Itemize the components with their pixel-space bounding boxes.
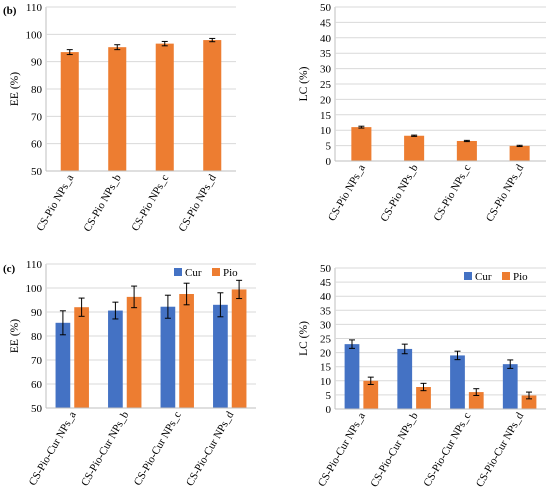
y-tick-label: 0 bbox=[326, 156, 332, 168]
chart-panel-2: 50 60 70 80 90 100 110 EE (%) (c) CS-Pio-Cur NPs_… bbox=[3, 259, 256, 488]
y-tick-label: 60 bbox=[31, 139, 43, 151]
bar-pio bbox=[416, 387, 431, 409]
y-tick-label: 10 bbox=[320, 376, 332, 388]
y-tick-label: 30 bbox=[320, 319, 332, 331]
x-tick-label: CS-Pio NPs_a bbox=[34, 172, 76, 233]
y-tick-label: 50 bbox=[320, 263, 332, 275]
bar-cur bbox=[450, 355, 465, 409]
bar-cur bbox=[344, 344, 360, 409]
x-tick-label: CS-Pio NPs_d bbox=[484, 162, 527, 224]
legend-swatch bbox=[212, 268, 220, 276]
bar-pio bbox=[74, 307, 89, 408]
y-tick-label: 20 bbox=[320, 94, 332, 106]
y-tick-label: 90 bbox=[31, 57, 43, 69]
y-tick-label: 80 bbox=[31, 84, 43, 96]
x-tick-label: CS-Pio NPs_c bbox=[431, 162, 473, 223]
bar-pio bbox=[468, 392, 484, 409]
y-tick-label: 100 bbox=[26, 29, 43, 41]
y-tick-label: 70 bbox=[31, 355, 43, 367]
y-axis-title: LC (%) bbox=[298, 66, 310, 101]
bar-cur bbox=[55, 322, 71, 408]
bar-cur bbox=[502, 364, 518, 409]
y-tick-label: 15 bbox=[320, 110, 332, 122]
y-tick-label: 50 bbox=[31, 166, 43, 178]
bar-value bbox=[155, 43, 174, 172]
y-axis-title: EE (%) bbox=[9, 72, 21, 106]
y-tick-label: 40 bbox=[320, 291, 332, 303]
x-tick-label: CS-Pio NPs_a bbox=[326, 162, 368, 223]
legend-swatch bbox=[502, 272, 510, 280]
bar-value bbox=[404, 135, 425, 161]
y-tick-label: 25 bbox=[320, 79, 332, 91]
bar-pio bbox=[126, 296, 142, 408]
y-tick-label: 40 bbox=[320, 33, 332, 45]
bar-value bbox=[203, 40, 222, 171]
y-axis-title: LC (%) bbox=[298, 321, 310, 356]
y-tick-label: 5 bbox=[326, 390, 332, 402]
x-tick-label: CS-Pio NPs_b bbox=[378, 162, 421, 224]
bar-pio bbox=[363, 380, 379, 409]
bar-value bbox=[60, 52, 79, 171]
y-tick-label: 35 bbox=[320, 48, 332, 60]
bar-value bbox=[509, 145, 530, 161]
y-tick-label: 60 bbox=[31, 379, 43, 391]
x-tick-label: CS-Pio-Cur NPs_c bbox=[132, 409, 184, 487]
y-tick-label: 30 bbox=[320, 64, 332, 76]
bar-cur bbox=[108, 310, 123, 408]
y-axis-title: EE (%) bbox=[9, 319, 21, 353]
bar-value bbox=[108, 47, 127, 171]
legend-label: Pio bbox=[223, 267, 238, 279]
chart-panel-3: 0 5 10 15 20 25 30 35 40 45 50 LC (%) CS-Pio-Cur NPs… bbox=[298, 263, 546, 489]
y-tick-label: 110 bbox=[26, 2, 43, 14]
y-tick-label: 50 bbox=[31, 403, 43, 415]
bar-cur bbox=[397, 348, 413, 409]
y-tick-label: 20 bbox=[320, 348, 332, 360]
y-tick-label: 45 bbox=[320, 277, 332, 289]
y-tick-label: 100 bbox=[26, 283, 43, 295]
y-tick-label: 45 bbox=[320, 17, 332, 29]
x-tick-label: CS-Pio NPs_d bbox=[177, 172, 220, 234]
y-tick-label: 5 bbox=[326, 141, 332, 153]
x-tick-label: CS-Pio-Cur NPs_c bbox=[421, 410, 473, 488]
legend-label: Cur bbox=[185, 267, 202, 279]
bar-cur bbox=[213, 304, 228, 408]
y-tick-label: 25 bbox=[320, 334, 332, 346]
x-tick-label: CS-Pio-Cur NPs_b bbox=[79, 409, 132, 488]
x-tick-label: CS-Pio-Cur NPs_d bbox=[474, 410, 527, 489]
x-tick-label: CS-Pio-Cur NPs_a bbox=[27, 409, 79, 487]
y-tick-label: 0 bbox=[326, 404, 332, 416]
y-tick-label: 110 bbox=[26, 259, 43, 271]
bar-value bbox=[456, 140, 477, 161]
x-tick-label: CS-Pio-Cur NPs_a bbox=[316, 410, 368, 488]
legend-label: Cur bbox=[475, 271, 492, 283]
y-tick-label: 35 bbox=[320, 305, 332, 317]
bar-pio bbox=[521, 395, 537, 409]
x-tick-label: CS-Pio NPs_b bbox=[82, 172, 125, 234]
bar-pio bbox=[179, 294, 194, 408]
panel-label: (b) bbox=[3, 5, 17, 17]
x-tick-label: CS-Pio NPs_c bbox=[129, 172, 171, 233]
x-tick-label: CS-Pio-Cur NPs_b bbox=[368, 410, 421, 489]
legend-swatch bbox=[464, 272, 472, 280]
legend-swatch bbox=[174, 268, 182, 276]
x-tick-label: CS-Pio-Cur NPs_d bbox=[184, 409, 237, 488]
legend-label: Pio bbox=[513, 271, 528, 283]
y-tick-label: 15 bbox=[320, 362, 332, 374]
bar-pio bbox=[231, 289, 247, 408]
y-tick-label: 10 bbox=[320, 125, 332, 137]
y-tick-label: 90 bbox=[31, 307, 43, 319]
y-tick-label: 50 bbox=[320, 2, 332, 14]
bar-value bbox=[351, 127, 372, 161]
bar-cur bbox=[160, 306, 176, 408]
y-tick-label: 70 bbox=[31, 111, 43, 123]
y-tick-label: 80 bbox=[31, 331, 43, 343]
panel-label: (c) bbox=[3, 263, 16, 275]
